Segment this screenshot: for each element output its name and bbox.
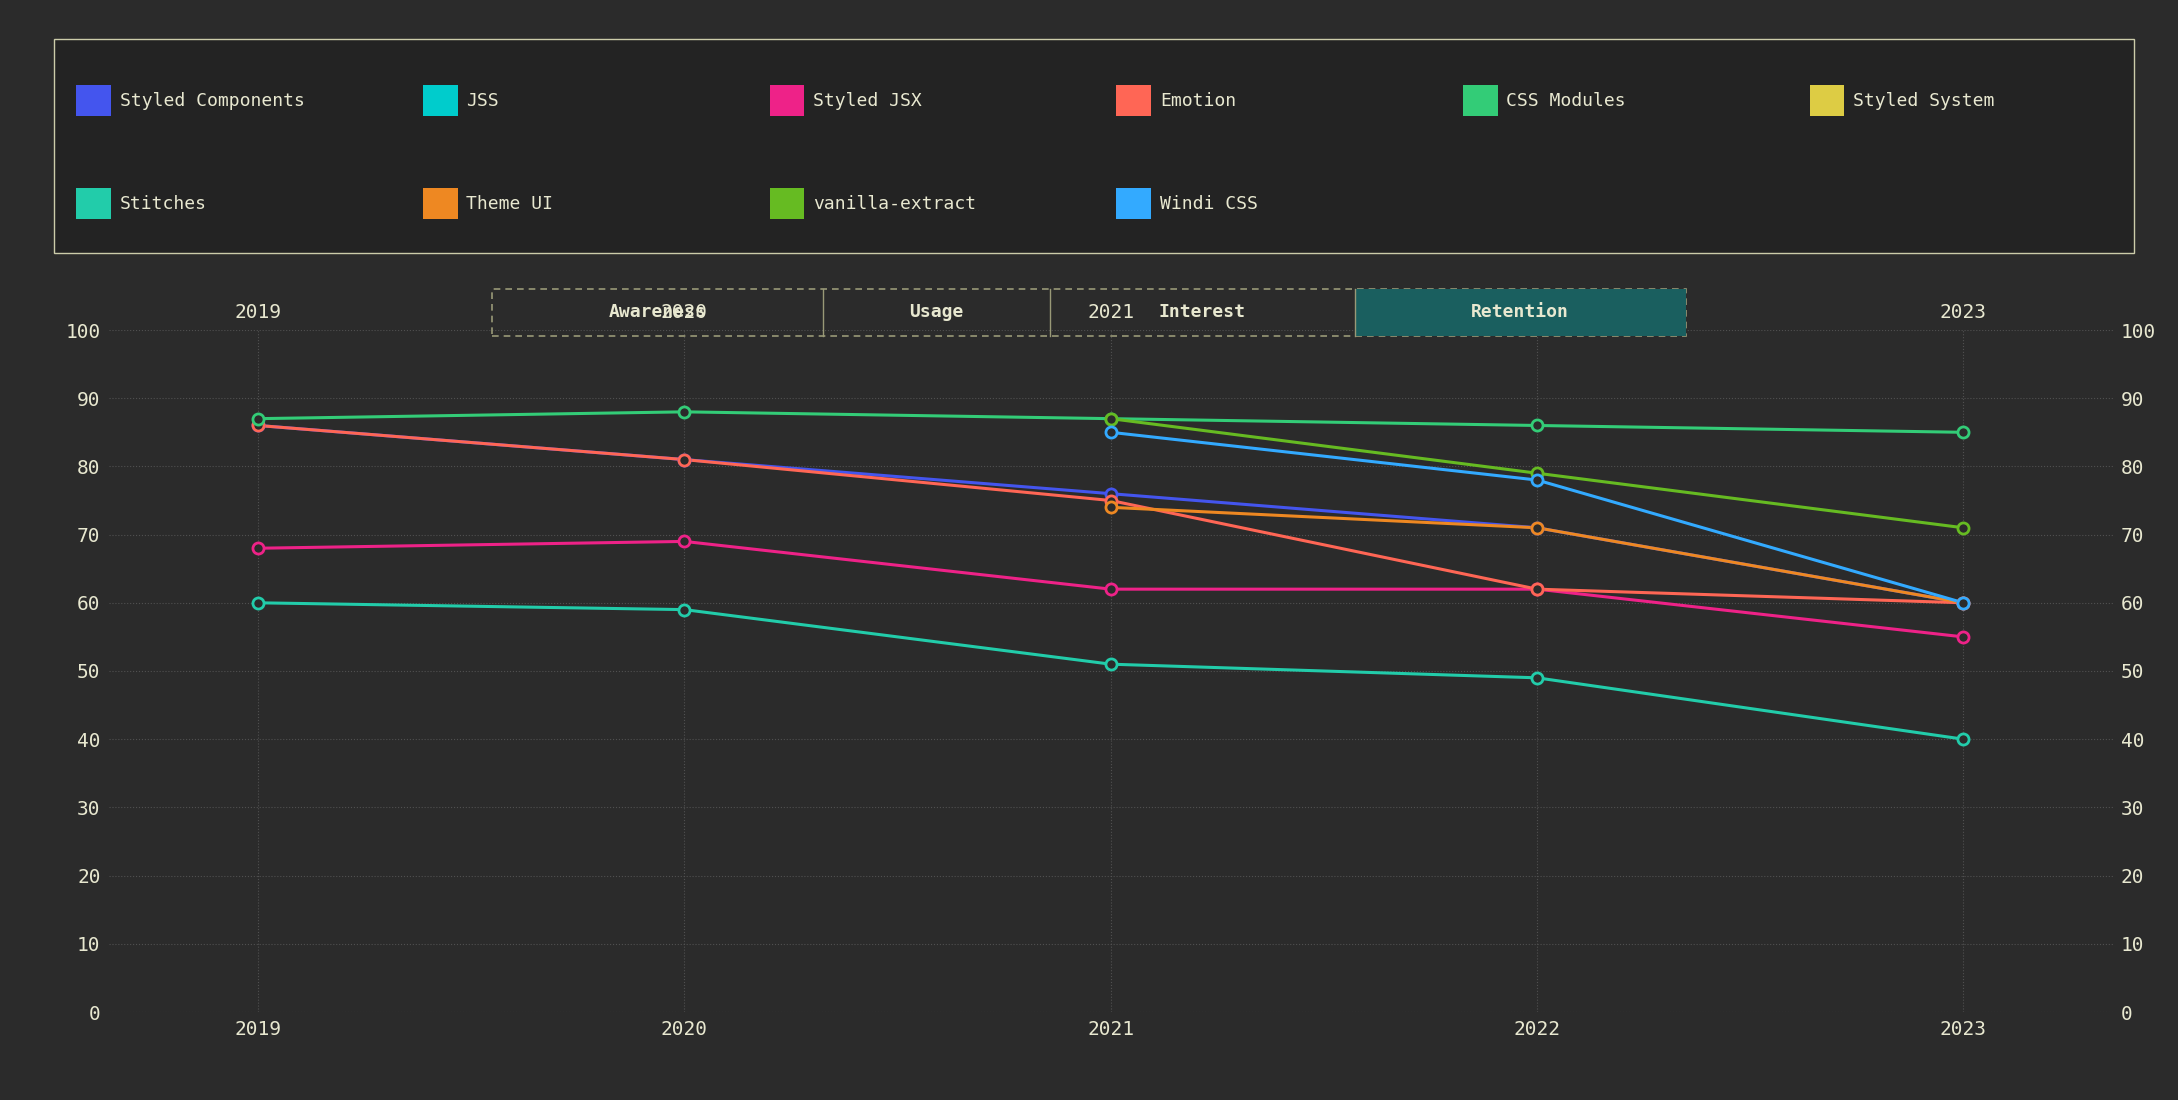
Text: JSS: JSS xyxy=(466,91,499,110)
Text: Theme UI: Theme UI xyxy=(466,195,553,212)
Text: Styled JSX: Styled JSX xyxy=(812,91,921,110)
Text: Emotion: Emotion xyxy=(1159,91,1235,110)
Text: CSS Modules: CSS Modules xyxy=(1507,91,1627,110)
Text: Styled Components: Styled Components xyxy=(120,91,305,110)
Text: Styled System: Styled System xyxy=(1853,91,1995,110)
Text: Windi CSS: Windi CSS xyxy=(1159,195,1257,212)
Text: Retention: Retention xyxy=(1472,304,1568,321)
Text: Usage: Usage xyxy=(910,304,963,321)
Text: Interest: Interest xyxy=(1159,304,1246,321)
Text: vanilla-extract: vanilla-extract xyxy=(812,195,976,212)
Text: Stitches: Stitches xyxy=(120,195,207,212)
Text: Awareness: Awareness xyxy=(610,304,706,321)
